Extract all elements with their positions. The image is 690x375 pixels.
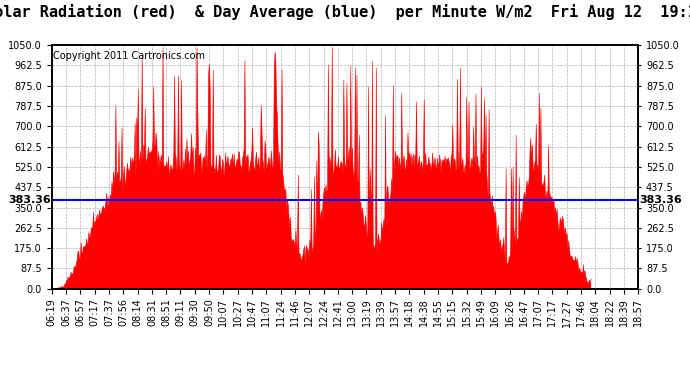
Text: Solar Radiation (red)  & Day Average (blue)  per Minute W/m2  Fri Aug 12  19:13: Solar Radiation (red) & Day Average (blu… (0, 4, 690, 20)
Text: 383.36: 383.36 (8, 195, 51, 205)
Text: 383.36: 383.36 (639, 195, 682, 205)
Text: Copyright 2011 Cartronics.com: Copyright 2011 Cartronics.com (53, 51, 205, 61)
